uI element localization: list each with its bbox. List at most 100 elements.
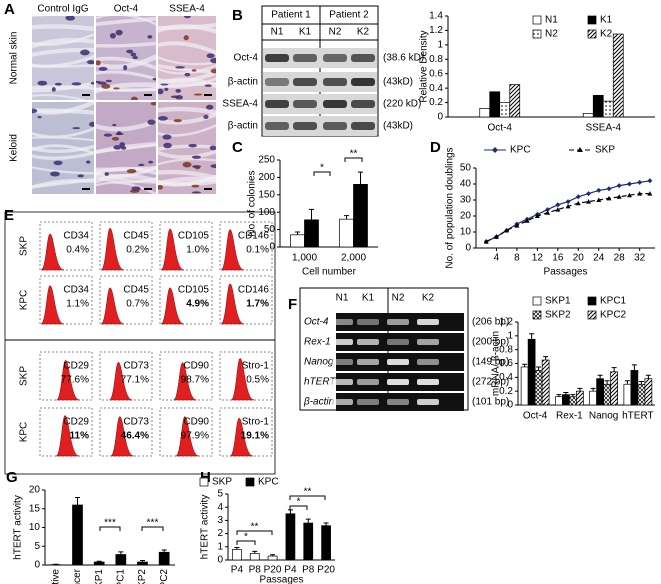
percent-label: 0.4%: [66, 245, 89, 256]
bar: [232, 549, 242, 561]
point: [586, 191, 592, 197]
histogram: [40, 233, 65, 271]
lane-label: K1: [362, 293, 375, 304]
fiber: [32, 54, 94, 68]
annotation: *: [320, 163, 324, 174]
blot-strip: [263, 94, 377, 114]
blot-band: [265, 122, 289, 130]
point: [545, 207, 551, 213]
y-tick-label: 1: [217, 541, 223, 552]
legend-label: K2: [600, 29, 613, 40]
lane-label: K1: [299, 27, 312, 38]
y-tick-label: 0: [465, 243, 471, 254]
nucleus: [210, 164, 216, 168]
gel-band: [331, 359, 353, 365]
nucleus: [53, 160, 63, 166]
nucleus: [158, 88, 164, 95]
fiber: [96, 16, 156, 27]
panel-label: A: [4, 1, 15, 18]
point: [504, 227, 510, 233]
x-tick-label: Rex-1: [556, 411, 583, 422]
nucleus: [72, 127, 81, 130]
legend-label: SKP: [212, 477, 232, 488]
x-tick-label: 28: [614, 253, 626, 264]
y-tick-label: 1.4: [429, 11, 443, 22]
gel-strip: [336, 393, 464, 411]
marker-label: CD90: [183, 361, 209, 372]
lane-label: N1: [271, 27, 284, 38]
percent-label: 1.0%: [186, 245, 209, 256]
nucleus: [119, 142, 126, 148]
nucleus: [101, 83, 111, 89]
panel-label: H: [200, 469, 211, 486]
nucleus: [32, 108, 38, 114]
y-tick-label: 0.6: [499, 358, 513, 369]
legend-marker: [577, 147, 583, 152]
nucleus: [184, 72, 191, 77]
marker-label: CD146: [238, 231, 270, 242]
fiber: [96, 166, 156, 172]
histogram: [160, 228, 185, 271]
legend-swatch: [245, 477, 255, 487]
fiber: [158, 112, 216, 125]
bar: [596, 378, 604, 406]
point: [575, 200, 581, 206]
nucleus: [113, 87, 120, 90]
nucleus: [126, 168, 137, 174]
histogram: [220, 229, 245, 271]
nucleus: [96, 80, 102, 83]
percent-label: 77.1%: [121, 375, 149, 386]
y-tick-label: 15: [29, 503, 41, 514]
nucleus: [115, 132, 124, 136]
gel-band: [331, 339, 353, 345]
bracket: [141, 526, 164, 531]
error-bar: [309, 208, 314, 220]
bar: [353, 184, 368, 248]
error-bar: [604, 380, 610, 385]
bar: [637, 383, 646, 406]
row-label: SKP: [19, 366, 30, 386]
nucleus: [115, 29, 123, 36]
error-bar: [529, 333, 535, 340]
bar: [555, 396, 563, 406]
bar: [115, 554, 127, 566]
nucleus: [158, 184, 163, 190]
nucleus: [191, 69, 197, 72]
band-size: (200 bp): [472, 337, 509, 348]
nucleus: [129, 189, 140, 193]
nucleus: [209, 145, 216, 151]
micrograph: [158, 102, 216, 194]
percent-label: 4.9%: [186, 299, 209, 310]
error-bar: [597, 374, 603, 379]
blot-band: [265, 100, 289, 108]
bracket: [236, 540, 256, 545]
annotation: ***: [147, 518, 159, 529]
marker-label: CD45: [123, 231, 149, 242]
error-bar: [270, 554, 276, 557]
y-tick-label: 0.2: [499, 386, 513, 397]
nucleus: [206, 53, 215, 59]
bar: [612, 33, 624, 118]
annotation: *: [297, 497, 301, 508]
point: [524, 218, 530, 223]
nucleus: [150, 102, 156, 106]
bracket: [99, 526, 121, 531]
y-tick-label: 0: [34, 560, 40, 571]
y-axis-label: Relative Density: [419, 30, 430, 102]
nucleus: [113, 145, 122, 150]
fiber: [96, 41, 156, 48]
band-size: (101 bp): [472, 397, 509, 408]
line: [485, 180, 650, 243]
legend-label: K1: [600, 15, 613, 26]
point: [555, 202, 561, 208]
error-bar: [543, 356, 549, 361]
panel-label: E: [4, 207, 14, 224]
gel-band: [387, 399, 409, 405]
error-bar: [577, 387, 583, 392]
x-tick-label: P8: [249, 565, 262, 576]
point: [534, 213, 540, 218]
error-bar: [75, 497, 80, 505]
gel-band: [357, 319, 379, 325]
marker-label: Stro-1: [242, 417, 270, 428]
marker-label: CD105: [178, 231, 210, 242]
